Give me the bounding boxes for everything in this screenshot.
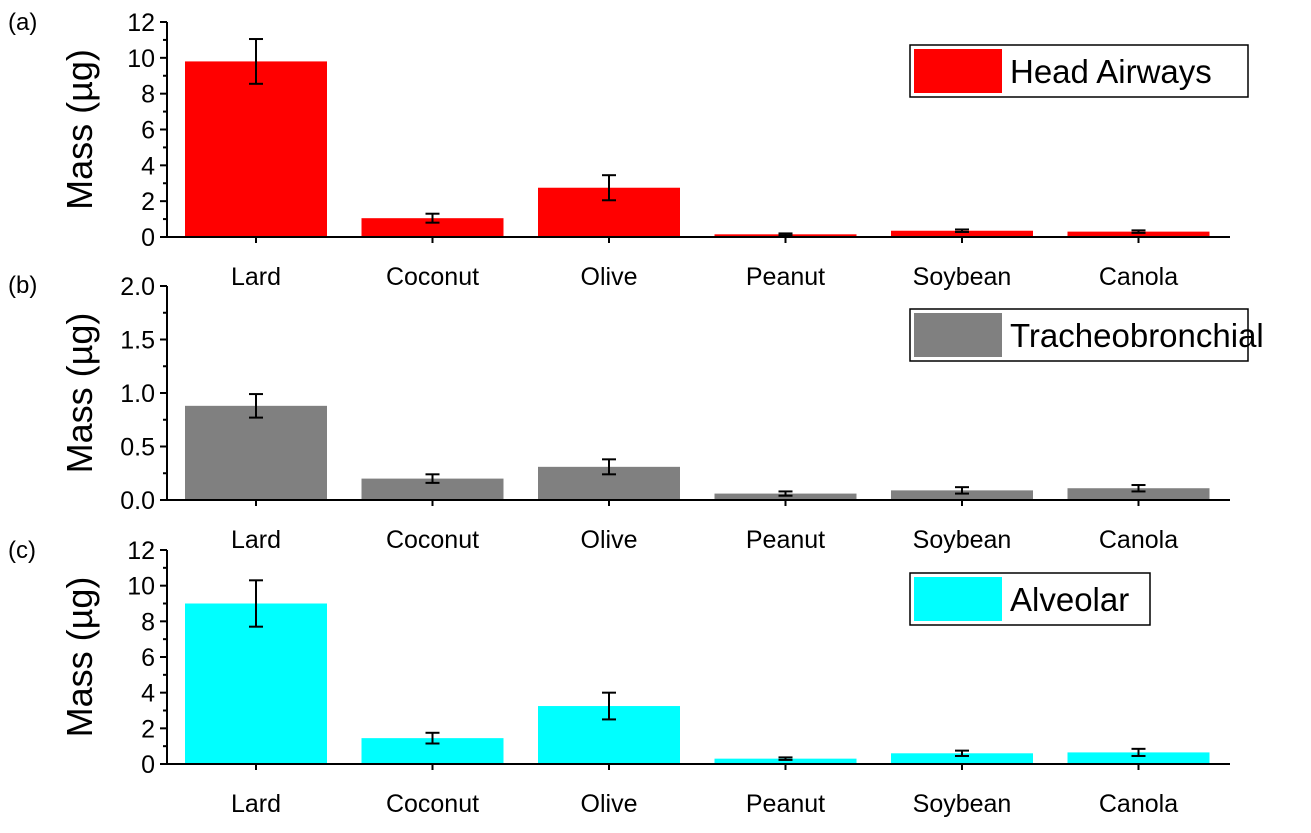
bar-lard <box>185 405 327 500</box>
bar-lard <box>185 603 327 764</box>
y-tick-label: 2 <box>141 188 155 216</box>
x-tick-label-peanut: Peanut <box>746 526 825 554</box>
y-tick-label: 8 <box>141 81 155 109</box>
x-tick-label-lard: Lard <box>231 263 281 291</box>
bar-canola <box>1067 752 1210 764</box>
y-tick-label: 2 <box>141 715 155 743</box>
x-tick-label-olive: Olive <box>581 790 638 818</box>
legend: Tracheobronchial <box>909 308 1264 362</box>
legend-swatch <box>914 577 1002 621</box>
y-tick-label: 0 <box>141 224 155 252</box>
y-axis-label: Mass (µg) <box>59 49 100 210</box>
y-tick-label: 4 <box>141 152 155 180</box>
x-tick-label-coconut: Coconut <box>386 263 479 291</box>
y-tick-label: 2.0 <box>120 273 155 301</box>
y-tick-label: 1.0 <box>120 380 155 408</box>
x-tick-label-soybean: Soybean <box>913 526 1012 554</box>
x-tick-label-soybean: Soybean <box>913 790 1012 818</box>
y-tick-label: 6 <box>141 117 155 145</box>
panel-label: (b) <box>8 272 37 299</box>
bar-lard <box>185 61 327 237</box>
x-tick-label-soybean: Soybean <box>913 263 1012 291</box>
bar-canola <box>1067 488 1210 500</box>
legend-swatch <box>914 313 1002 357</box>
x-tick-label-coconut: Coconut <box>386 790 479 818</box>
y-tick-label: 0.5 <box>120 434 155 462</box>
x-tick-label-lard: Lard <box>231 526 281 554</box>
legend-swatch <box>914 49 1002 93</box>
bar-peanut <box>714 493 857 500</box>
y-tick-label: 12 <box>127 9 155 37</box>
panel-c: (c) Mass (µg) Lard Coconut Olive Peanut Soybea… <box>8 537 1230 818</box>
y-tick-label: 4 <box>141 680 155 708</box>
legend-label: Tracheobronchial <box>1010 317 1264 354</box>
panel-b: (b) Mass (µg) Lard Coconut Olive Peanut Soybea… <box>8 272 1264 554</box>
panel-label: (a) <box>8 9 37 36</box>
x-tick-label-canola: Canola <box>1099 526 1178 554</box>
y-tick-label: 12 <box>127 537 155 565</box>
bar-peanut <box>714 758 857 764</box>
x-tick-label-peanut: Peanut <box>746 790 825 818</box>
bar-soybean <box>891 490 1033 500</box>
x-tick-label-olive: Olive <box>581 263 638 291</box>
y-tick-label: 6 <box>141 644 155 672</box>
bar-coconut <box>361 478 504 500</box>
y-tick-label: 10 <box>127 573 155 601</box>
panel-a: (a) Mass (µg) Lard Coconut Olive Peanut Soybea… <box>8 9 1249 291</box>
y-tick-label: 10 <box>127 45 155 73</box>
x-tick-label-canola: Canola <box>1099 263 1178 291</box>
legend-label: Alveolar <box>1010 581 1129 618</box>
y-axis-label: Mass (µg) <box>59 313 100 474</box>
y-axis-label: Mass (µg) <box>59 577 100 738</box>
bar-soybean <box>891 753 1033 764</box>
y-tick-label: 8 <box>141 608 155 636</box>
bar-canola <box>1067 231 1210 237</box>
y-tick-label: 1.5 <box>120 327 155 355</box>
bar-coconut <box>361 218 504 237</box>
x-tick-label-lard: Lard <box>231 790 281 818</box>
y-tick-label: 0.0 <box>120 487 155 515</box>
bar-soybean <box>891 230 1033 237</box>
legend: Alveolar <box>909 572 1151 626</box>
x-tick-label-peanut: Peanut <box>746 263 825 291</box>
x-tick-label-olive: Olive <box>581 526 638 554</box>
x-tick-label-coconut: Coconut <box>386 526 479 554</box>
panel-label: (c) <box>8 537 36 564</box>
y-tick-label: 0 <box>141 751 155 779</box>
legend-label: Head Airways <box>1010 53 1212 90</box>
x-tick-label-canola: Canola <box>1099 790 1178 818</box>
legend: Head Airways <box>909 44 1249 98</box>
